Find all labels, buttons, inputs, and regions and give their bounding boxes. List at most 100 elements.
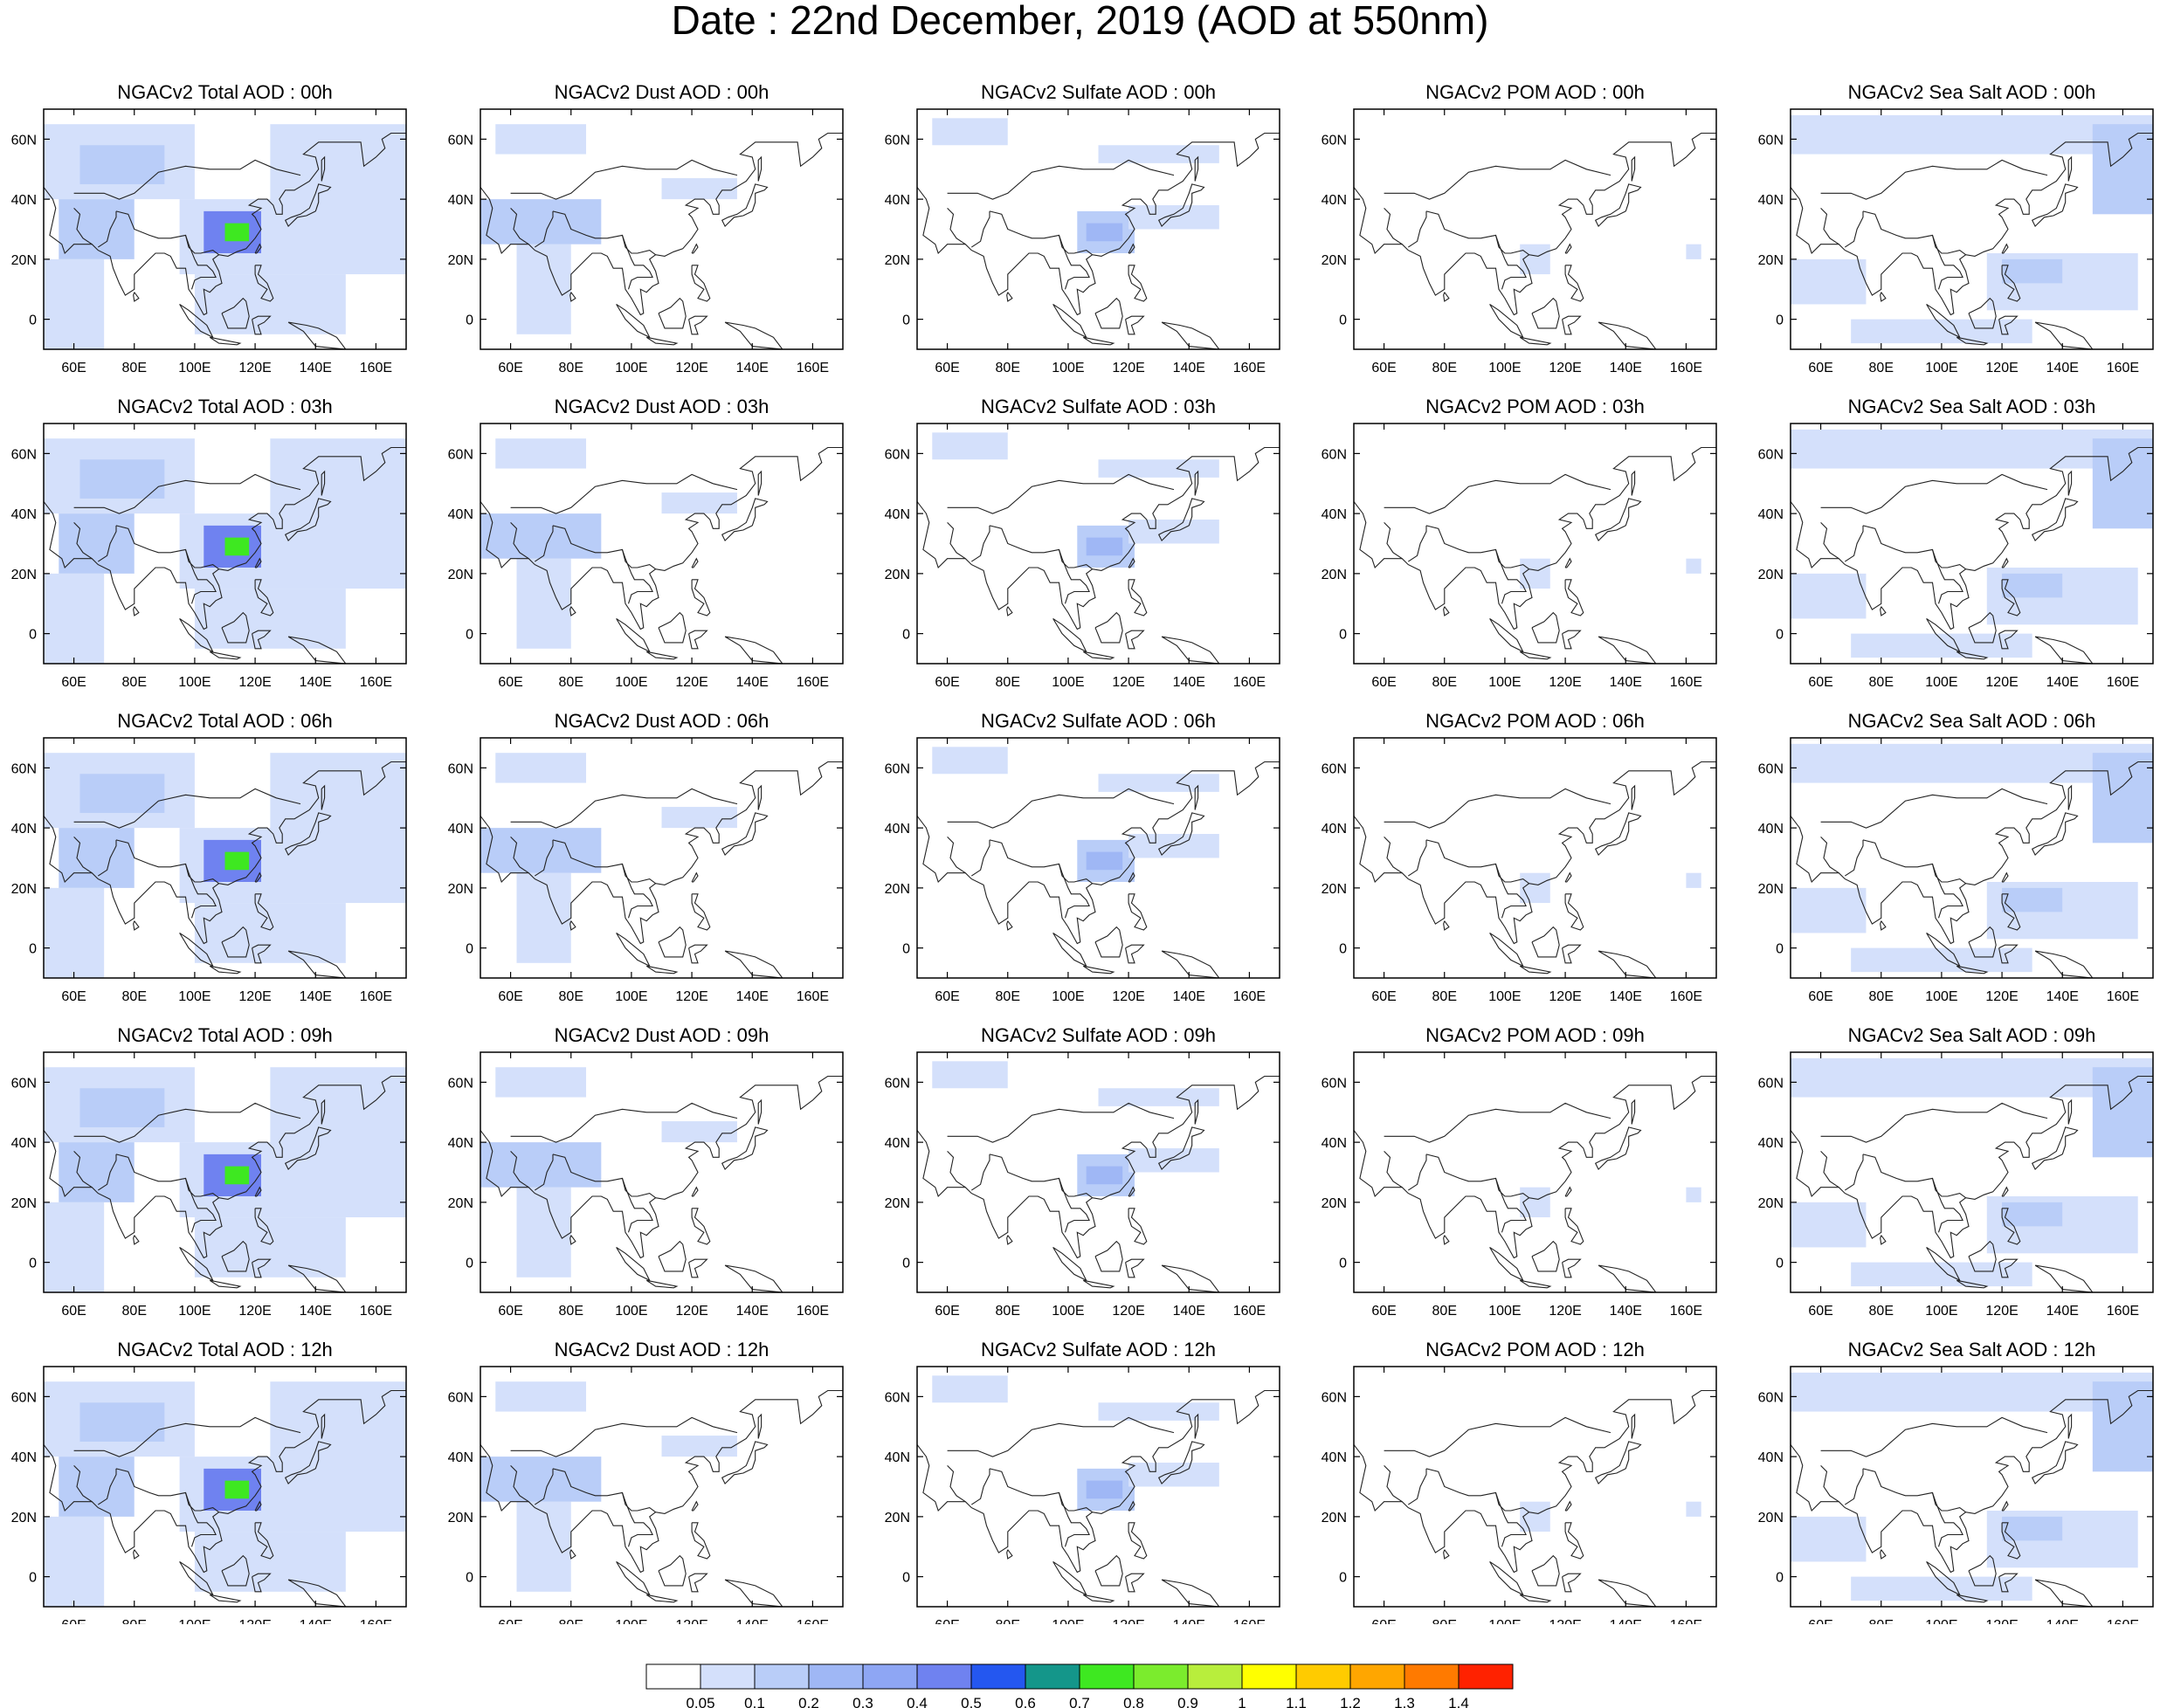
coastline xyxy=(252,630,272,650)
coastline xyxy=(252,1573,272,1593)
map-panel-grid: NGACv2 Total AOD : 00h 60E 80E 100E 120E 140E… xyxy=(11,81,2154,1624)
x-tick-label: 80E xyxy=(1432,1618,1457,1624)
y-tick-label: 40N xyxy=(1758,822,1784,837)
coastline xyxy=(179,617,214,653)
map-panel-sulfate-03h: NGACv2 Sulfate AOD : 03h 60E 80E 100E 120E 14… xyxy=(885,396,1280,690)
coastline xyxy=(1562,1258,1582,1278)
coastline xyxy=(73,1416,301,1457)
y-tick-label: 0 xyxy=(1339,1571,1347,1586)
coastline xyxy=(645,1279,679,1289)
coastline xyxy=(1820,522,1839,560)
coastline xyxy=(1094,297,1123,329)
coastline xyxy=(321,155,326,182)
x-tick-label: 160E xyxy=(2107,361,2139,375)
x-tick-label: 120E xyxy=(238,1618,271,1624)
x-tick-label: 140E xyxy=(736,989,769,1004)
aod-region xyxy=(516,558,571,649)
coastline xyxy=(284,812,332,857)
map-frame xyxy=(43,423,407,665)
map-frame xyxy=(916,108,1280,350)
y-tick-label: 20N xyxy=(448,253,473,268)
coastline xyxy=(1082,965,1115,975)
coastline xyxy=(757,155,763,182)
aod-region xyxy=(2002,258,2063,284)
y-tick-label: 0 xyxy=(1776,313,1784,328)
aod-region xyxy=(224,537,250,556)
coastline xyxy=(534,1468,554,1505)
x-tick-label: 60E xyxy=(1371,1618,1396,1624)
aod-region xyxy=(1086,1166,1123,1185)
y-tick-label: 20N xyxy=(11,882,37,897)
coastline xyxy=(1519,1279,1552,1289)
coastline xyxy=(721,1126,769,1171)
aod-region xyxy=(516,1501,571,1592)
y-tick-label: 20N xyxy=(448,882,473,897)
colorbar-label: 0.4 xyxy=(907,1695,928,1708)
x-tick-label: 80E xyxy=(1432,989,1457,1004)
y-tick-label: 40N xyxy=(1322,507,1347,522)
coastline xyxy=(73,837,93,874)
x-tick-label: 60E xyxy=(61,361,86,375)
coastline xyxy=(989,525,1093,570)
x-tick-label: 80E xyxy=(1432,675,1457,690)
coastline xyxy=(1052,1246,1087,1282)
map-panel-dust-00h: NGACv2 Dust AOD : 00h 60E 80E 100E 120E 140E 1… xyxy=(448,81,844,375)
coastline xyxy=(1791,761,2153,945)
y-tick-label: 20N xyxy=(448,1196,473,1211)
x-tick-label: 100E xyxy=(1925,361,1957,375)
aod-field xyxy=(1520,1187,1701,1218)
x-tick-label: 60E xyxy=(61,1618,86,1624)
aod-region xyxy=(1520,1187,1550,1218)
x-tick-label: 140E xyxy=(1173,1304,1205,1319)
y-tick-label: 60N xyxy=(448,761,473,776)
coastline xyxy=(1125,944,1145,964)
coastline xyxy=(970,210,990,248)
coastline xyxy=(1354,761,1716,945)
coastline xyxy=(179,303,214,339)
main-title: Date : 22nd December, 2019 (AOD at 550nm… xyxy=(671,0,1489,43)
x-tick-label: 80E xyxy=(122,989,147,1004)
y-tick-label: 40N xyxy=(11,193,37,208)
panel-title: NGACv2 Dust AOD : 03h xyxy=(555,396,769,417)
coastline xyxy=(1562,1573,1582,1593)
y-tick-label: 60N xyxy=(448,133,473,148)
x-tick-label: 140E xyxy=(1610,361,1642,375)
coastline xyxy=(1564,1208,1584,1245)
x-tick-label: 60E xyxy=(498,361,522,375)
x-tick-label: 140E xyxy=(1610,675,1642,690)
map-frame xyxy=(1790,737,2154,979)
coastline xyxy=(73,788,301,829)
map-panel-total-00h: NGACv2 Total AOD : 00h 60E 80E 100E 120E 140E… xyxy=(11,81,407,375)
coastline xyxy=(73,1465,93,1503)
aod-region xyxy=(1520,872,1550,904)
y-tick-label: 40N xyxy=(885,193,910,208)
x-tick-label: 80E xyxy=(1869,989,1894,1004)
aod-field xyxy=(480,1381,737,1592)
coastline xyxy=(44,1389,406,1574)
coastline xyxy=(1956,336,1989,346)
map-panel-sulfate-00h: NGACv2 Sulfate AOD : 00h 60E 80E 100E 120E 14… xyxy=(885,81,1280,375)
x-tick-label: 160E xyxy=(1670,989,1702,1004)
x-tick-label: 100E xyxy=(615,675,647,690)
x-tick-label: 60E xyxy=(498,989,522,1004)
coastline xyxy=(691,1208,711,1245)
aod-region xyxy=(44,258,105,349)
colorbar-label: 0.1 xyxy=(744,1695,765,1708)
colorbar-swatch xyxy=(808,1663,864,1690)
y-tick-label: 20N xyxy=(1322,882,1347,897)
x-tick-label: 60E xyxy=(1808,675,1832,690)
coastline xyxy=(209,1279,242,1289)
y-tick-label: 40N xyxy=(11,1450,37,1465)
coastline xyxy=(1407,1154,1427,1191)
x-tick-label: 60E xyxy=(498,675,522,690)
x-tick-label: 140E xyxy=(1610,989,1642,1004)
coastline xyxy=(1631,1098,1636,1125)
coastline xyxy=(1489,1560,1524,1596)
x-tick-label: 100E xyxy=(178,1304,210,1319)
coastline xyxy=(1564,557,1572,568)
aod-region xyxy=(44,887,105,978)
map-panel-dust-09h: NGACv2 Dust AOD : 09h 60E 80E 100E 120E 140E 1… xyxy=(448,1024,844,1319)
y-tick-label: 0 xyxy=(29,942,37,957)
coastline xyxy=(184,549,217,604)
aod-field xyxy=(44,1067,406,1292)
